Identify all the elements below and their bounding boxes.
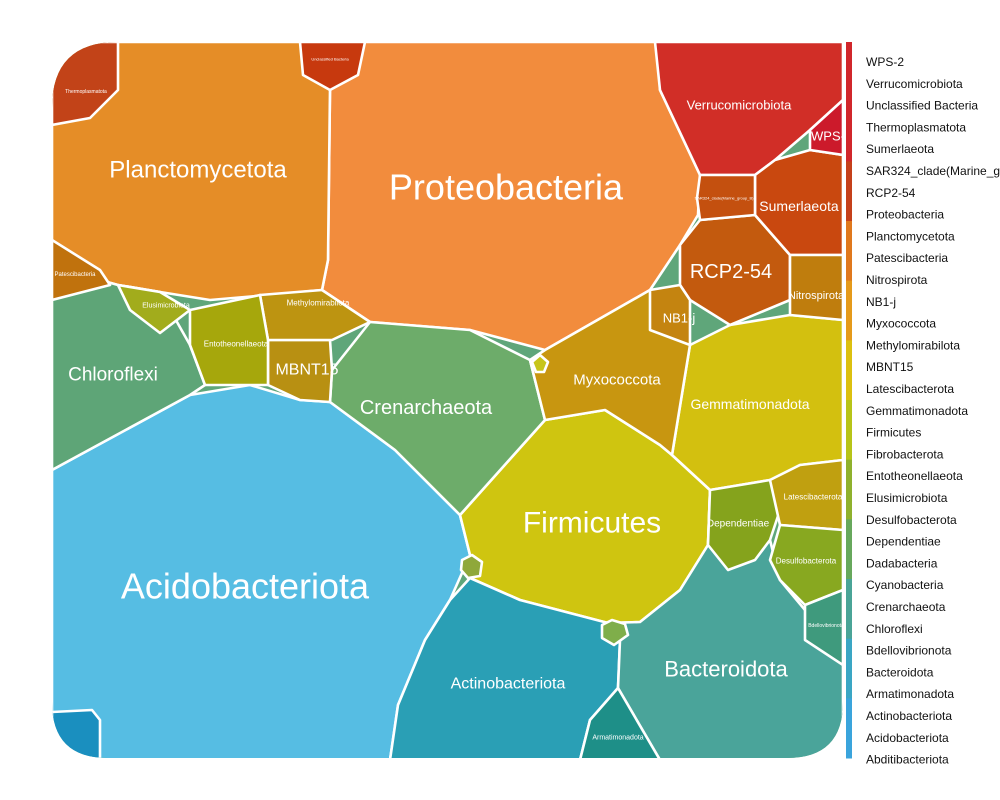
cell-abditibacteriota [52,708,102,758]
legend-item-firmicutes: Firmicutes [866,426,921,440]
legend-color-segment [846,400,852,461]
cell-label-bacteroidota: Bacteroidota [664,657,788,682]
cell-sar324-clade-marine-group-b [695,173,757,222]
cell-fibrobacterota [530,353,550,374]
legend-color-segment [846,519,852,580]
legend-item-armatimonadota: Armatimonadota [866,687,954,701]
cell-label-proteobacteria: Proteobacteria [389,167,624,208]
cell-label-bdellovibrionota: Bdellovibrionota [808,623,844,629]
cell-unclassified-bacteria [298,42,367,92]
cell-elusimicrobiota [116,283,192,335]
cell-entotheonellaeota [188,293,270,387]
cell-nitrospirota [788,253,843,322]
cell-label-verrucomicrobiota: Verrucomicrobiota [687,98,793,113]
legend-item-latescibacterota: Latescibacterota [866,382,954,396]
legend-item-wps-2: WPS-2 [866,55,904,69]
legend-color-segment [846,579,852,640]
legend-item-fibrobacterota: Fibrobacterota [866,447,944,461]
cell-cyanobacteria [600,618,630,647]
legend-item-mbnt15: MBNT15 [866,360,914,374]
legend-item-unclassified-bacteria: Unclassified Bacteria [866,99,978,113]
cell-label-patescibacteria: Patescibacteria [54,272,96,278]
legend-item-bdellovibrionota: Bdellovibrionota [866,644,952,658]
cell-label-firmicutes: Firmicutes [523,507,661,540]
legend-item-dadabacteria: Dadabacteria [866,556,938,570]
legend-color-bar [846,42,852,759]
legend-item-bacteroidota: Bacteroidota [866,665,934,679]
cell-label-planctomycetota: Planctomycetota [109,157,287,184]
legend-color-segment [846,221,852,282]
legend-color-segment [846,161,852,222]
legend-color-segment [846,638,852,699]
legend-item-entotheonellaeota: Entotheonellaeota [866,469,963,483]
cell-label-sar324-clade-marine-group-b: SAR324_clade(Marine_group_B) [695,196,755,201]
cell-label-elusimicrobiota: Elusimicrobiota [142,303,190,310]
legend-item-cyanobacteria: Cyanobacteria [866,578,944,592]
cell-dadabacteria [459,553,484,580]
legend-item-myxococcota: Myxococcota [866,317,936,331]
legend-item-nitrospirota: Nitrospirota [866,273,928,287]
cell-label-crenarchaeota: Crenarchaeota [360,397,493,419]
legend-item-crenarchaeota: Crenarchaeota [866,600,946,614]
legend-color-segment [846,340,852,401]
cell-patescibacteria [52,238,112,302]
cell-label-armatimonadota: Armatimonadota [592,735,643,742]
cell-label-nitrospirota: Nitrospirota [788,290,845,302]
legend-item-thermoplasmatota: Thermoplasmatota [866,120,966,134]
cell-label-gemmatimonadota: Gemmatimonadota [690,396,809,412]
cell-label-mbnt15: MBNT15 [275,362,338,379]
cell-wps-2 [808,98,843,157]
legend-item-rcp2-54: RCP2-54 [866,186,916,200]
legend-item-desulfobacterota: Desulfobacterota [866,513,957,527]
legend-item-patescibacteria: Patescibacteria [866,251,948,265]
legend-item-gemmatimonadota: Gemmatimonadota [866,404,968,418]
cell-label-wps-2: WPS- [811,129,845,144]
cell-label-entotheonellaeota: Entotheonellaeota [204,340,269,349]
legend-item-actinobacteriota: Actinobacteriota [866,709,952,723]
legend-color-segment [846,101,852,162]
cell-nb1-j [648,283,692,347]
legend-item-dependentiae: Dependentiae [866,535,941,549]
cell-label-rcp2-54: RCP2-54 [690,261,772,283]
legend-item-nb1-j: NB1-j [866,295,896,309]
legend-item-proteobacteria: Proteobacteria [866,208,944,222]
legend-color-segment [846,280,852,341]
cell-label-sumerlaeota: Sumerlaeota [759,198,839,214]
legend-item-planctomycetota: Planctomycetota [866,229,955,243]
cell-latescibacterota [768,458,843,532]
cell-bdellovibrionota [803,588,843,667]
cell-label-chloroflexi: Chloroflexi [68,365,158,386]
legend-item-sumerlaeota: Sumerlaeota [866,142,934,156]
legend-color-segment [846,459,852,520]
cell-label-latescibacterota: Latescibacterota [784,493,843,502]
legend-color-segment [846,42,852,103]
cell-armatimonadota [578,686,662,758]
cell-label-nb1-j: NB1-j [663,311,696,326]
legend-item-abditibacteriota: Abditibacteriota [866,753,949,767]
legend-item-sar324-clade-marine-group-b: SAR324_clade(Marine_group_B) [866,164,1000,178]
cell-label-desulfobacterota: Desulfobacterota [776,557,837,566]
cell-label-thermoplasmatota: Thermoplasmatota [65,89,107,95]
cell-label-actinobacteriota: Actinobacteriota [451,676,566,693]
legend-color-segment [846,698,852,759]
legend-item-methylomirabilota: Methylomirabilota [866,338,960,352]
cell-label-acidobacteriota: Acidobacteriota [121,566,370,607]
cell-label-myxococcota: Myxococcota [573,372,661,389]
cell-thermoplasmatota [52,42,120,127]
legend-item-verrucomicrobiota: Verrucomicrobiota [866,77,963,91]
legend-item-acidobacteriota: Acidobacteriota [866,731,949,745]
cell-label-unclassified-bacteria: Unclassified Bacteria [311,57,349,62]
cell-sumerlaeota [753,148,843,257]
legend-item-elusimicrobiota: Elusimicrobiota [866,491,948,505]
legend-item-chloroflexi: Chloroflexi [866,622,923,636]
cell-label-dependentiae: Dependentiae [707,519,770,530]
cell-label-methylomirabilota: Methylomirabilota [287,299,350,308]
